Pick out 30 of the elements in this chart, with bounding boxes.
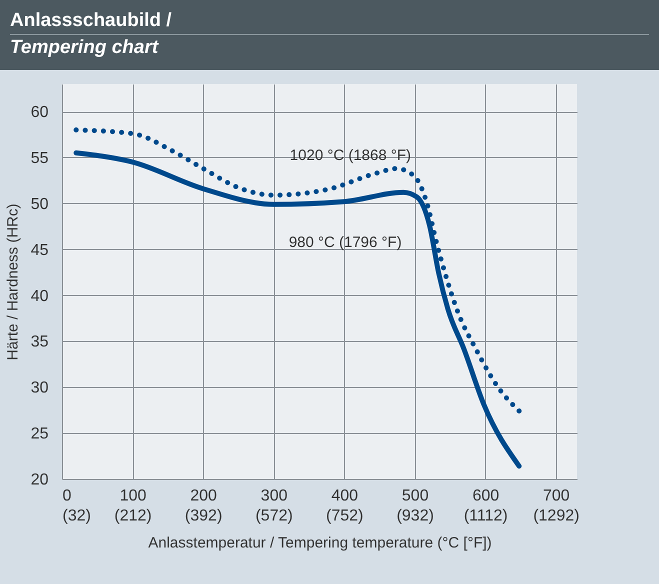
annotation: 980 °C (1796 °F) [288, 234, 402, 251]
x2-tick-label: (392) [184, 508, 222, 524]
y-tick-label: 35 [30, 334, 49, 351]
x-tick-label: 500 [402, 488, 429, 504]
x-tick-label: 200 [190, 488, 218, 504]
y-tick-label: 60 [30, 104, 49, 122]
y-tick-label: 55 [30, 150, 49, 167]
annotation: 1020 °C (1868 °F) [290, 147, 412, 164]
x2-tick-label: (1112) [464, 508, 508, 524]
x2-tick-label: (932) [396, 508, 434, 524]
y-tick-label: 30 [30, 380, 49, 397]
x2-tick-label: (752) [326, 508, 364, 524]
x2-tick-label: (572) [255, 508, 293, 524]
x-tick-label: 600 [472, 488, 500, 504]
y-tick-label: 25 [30, 426, 49, 443]
y-axis-title: Härte / Hardness (HRc) [4, 204, 22, 360]
y-tick-label: 40 [30, 288, 49, 305]
y-tick-label: 45 [30, 242, 49, 259]
chart-title: Anlassschaubild / Tempering chart [10, 9, 173, 60]
x-tick-label: 0 [62, 488, 72, 504]
x2-tick-label: (1292) [533, 508, 580, 524]
x-axis-title: Anlasstemperatur / Tempering temperature (°C [°F]) [148, 534, 492, 552]
x-tick-label: 400 [331, 488, 358, 504]
x-tick-label: 100 [120, 488, 146, 504]
y-tick-label: 20 [30, 472, 49, 488]
x-tick-label: 700 [542, 488, 570, 504]
y-tick-label: 50 [30, 196, 49, 213]
x-tick-label: 300 [260, 488, 288, 504]
x2-tick-label: (32) [62, 508, 91, 524]
x2-tick-label: (212) [114, 508, 152, 524]
